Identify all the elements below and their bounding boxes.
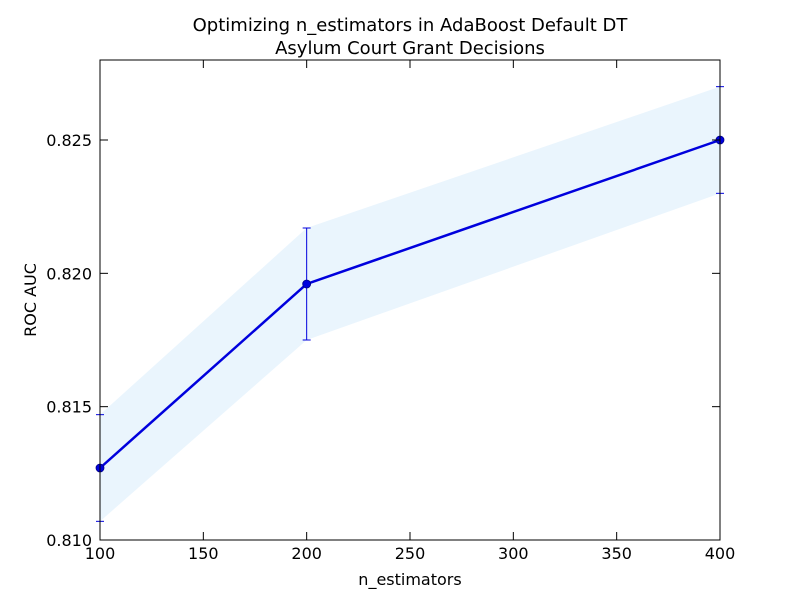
y-axis-label: ROC AUC: [21, 263, 40, 337]
chart-subtitle: Asylum Court Grant Decisions: [275, 38, 545, 59]
y-axis-ticks: 0.810 0.815 0.820 0.825: [46, 131, 720, 550]
data-point-1: [302, 279, 312, 289]
confidence-band-layer: [100, 86, 720, 522]
chart-title: Optimizing n_estimators in AdaBoost Defa…: [193, 15, 629, 36]
x-tick-label-6: 400: [705, 544, 736, 563]
x-axis-label: n_estimators: [358, 570, 461, 590]
y-tick-label-2: 0.820: [46, 264, 92, 283]
x-tick-label-5: 350: [601, 544, 632, 563]
x-tick-label-4: 300: [498, 544, 529, 563]
x-axis-ticks: 100 150 200 250 300 350 400: [85, 60, 736, 563]
y-tick-label-1: 0.815: [46, 398, 92, 417]
y-tick-label-3: 0.825: [46, 131, 92, 150]
x-tick-label-0: 100: [85, 544, 116, 563]
x-tick-label-1: 150: [188, 544, 219, 563]
confidence-band-0: [100, 86, 720, 522]
x-tick-label-3: 250: [395, 544, 426, 563]
y-tick-label-0: 0.810: [46, 531, 92, 550]
x-tick-label-2: 200: [291, 544, 322, 563]
